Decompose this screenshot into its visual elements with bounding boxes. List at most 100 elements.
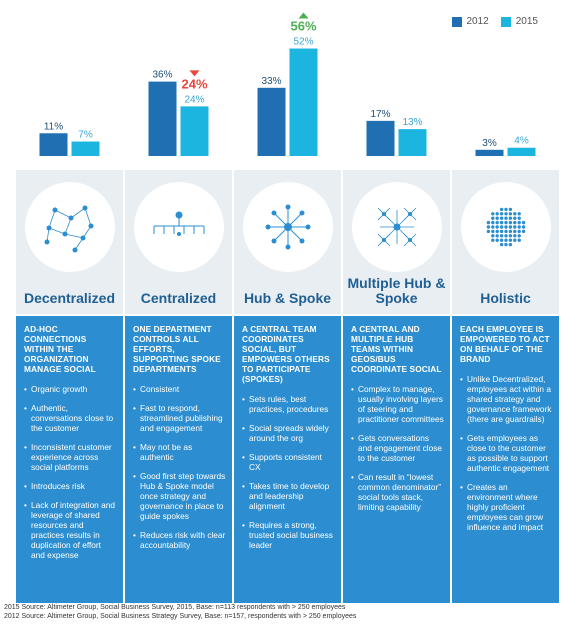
dot: [512, 238, 516, 242]
bullet-item: Good first step towards Hub & Spoke mode…: [133, 471, 226, 521]
dot: [499, 207, 503, 212]
trend-down-icon: [189, 70, 200, 77]
dot: [495, 216, 499, 220]
model-description: EACH EMPLOYEE IS EMPOWERED TO ACT ON BEH…: [452, 316, 559, 603]
bullet-item: Requires a strong, trusted social busine…: [242, 520, 335, 550]
bullet-item: Consistent: [133, 384, 226, 394]
dot: [499, 212, 503, 216]
dot: [490, 229, 494, 234]
model-title: Centralized: [140, 290, 217, 306]
sources-footnote: 2015 Source: Altimeter Group, Social Bus…: [4, 603, 356, 621]
dot: [486, 229, 490, 234]
model-column-decentralized: Decentralized AD-HOC CONNECTIONS WITHIN …: [16, 170, 123, 603]
bar-2012: [39, 133, 68, 156]
model-column-hub-spoke: Hub & Spoke A CENTRAL TEAM COORDINATES S…: [234, 170, 341, 603]
bar-chart: 11% 7% 36% 24% 33% 52% 17% 13% 3% 4% 24% 56%: [39, 12, 536, 156]
model-grid: Decentralized AD-HOC CONNECTIONS WITHIN …: [16, 170, 564, 603]
dot: [512, 212, 516, 216]
dot: [503, 238, 508, 242]
centralized-tree-icon: [133, 182, 224, 272]
legend-label-2015: 2015: [515, 16, 538, 27]
change-callout: 24%: [181, 76, 207, 91]
legend-item-2012: 2012: [451, 16, 489, 27]
bullet-item: May not be as authentic: [133, 442, 226, 462]
dot: [495, 225, 499, 229]
bullet-item: Sets rules, best practices, procedures: [242, 394, 335, 414]
bar-2012: [148, 81, 177, 156]
legend-label-2012: 2012: [466, 16, 489, 27]
model-description: A CENTRAL AND MULTIPLE HUB TEAMS WITHIN …: [343, 316, 450, 603]
bullet-item: Reduces risk with clear accountability: [133, 530, 226, 550]
dot: [503, 207, 508, 212]
bar-2015: [180, 106, 209, 156]
model-title: Multiple Hub & Spoke: [347, 275, 446, 306]
dot: [517, 229, 521, 234]
model-description: A CENTRAL TEAM COORDINATES SOCIAL, BUT E…: [234, 316, 341, 603]
multiple-hub-spoke-icon: [351, 182, 442, 272]
bar-value-label: 17%: [370, 109, 390, 120]
bullet-item: Gets employees as close to the customer …: [460, 433, 553, 473]
bar-2012: [366, 120, 395, 156]
chart-legend: 2012 2015: [451, 16, 538, 27]
dot: [486, 220, 490, 225]
bullet-item: Lack of integration and leverage of shar…: [24, 500, 117, 560]
bullet-item: Introduces risk: [24, 481, 117, 491]
bar-value-label: 24%: [184, 94, 204, 105]
dot: [508, 225, 512, 229]
trend-up-icon: [298, 12, 309, 19]
model-header: Holistic: [452, 170, 559, 314]
model-description: ONE DEPARTMENT CONTROLS ALL EFFORTS, SUP…: [125, 316, 232, 603]
bar-2012: [475, 149, 504, 156]
dot: [508, 238, 512, 242]
dot: [508, 207, 512, 212]
dot: [499, 234, 503, 238]
bar-2015: [507, 147, 536, 156]
bar-value-label: 13%: [402, 117, 422, 128]
dot: [490, 220, 494, 225]
model-bullets: Unlike Decentralized, employees act with…: [460, 374, 553, 532]
change-callout: 56%: [290, 19, 316, 34]
bar-value-label: 4%: [514, 136, 529, 147]
dot: [495, 220, 499, 225]
dot: [508, 229, 512, 234]
dot: [490, 238, 494, 242]
dot: [517, 216, 521, 220]
dot: [499, 220, 503, 225]
dot: [512, 225, 516, 229]
dot: [521, 229, 525, 234]
model-heading: EACH EMPLOYEE IS EMPOWERED TO ACT ON BEH…: [460, 324, 550, 364]
model-column-holistic: Holistic EACH EMPLOYEE IS EMPOWERED TO A…: [452, 170, 559, 603]
dot: [503, 220, 508, 225]
dot: [512, 234, 516, 238]
dot: [495, 212, 499, 216]
dot: [490, 234, 494, 238]
dot: [499, 216, 503, 220]
dot: [495, 229, 499, 234]
bullet-item: Unlike Decentralized, employees act with…: [460, 374, 553, 424]
bullet-item: Can result in “lowest common denominator…: [351, 472, 444, 512]
dot: [490, 212, 494, 216]
model-bullets: Consistent Fast to respond, streamlined …: [133, 384, 226, 550]
dot: [517, 225, 521, 229]
model-header: Multiple Hub & Spoke: [343, 170, 450, 314]
dot: [517, 220, 521, 225]
source-line-2015: 2015 Source: Altimeter Group, Social Bus…: [4, 604, 346, 611]
holistic-dots-icon: [460, 182, 551, 272]
dot: [508, 216, 512, 220]
dot: [512, 216, 516, 220]
dot: [495, 234, 499, 238]
decentralized-network-icon: [24, 182, 115, 272]
dot: [503, 225, 508, 229]
dot: [521, 225, 525, 229]
legend-swatch-2015: [500, 16, 511, 27]
dot: [503, 229, 508, 234]
bullet-item: Social spreads widely around the org: [242, 423, 335, 443]
dot: [508, 220, 512, 225]
bar-value-label: 3%: [482, 138, 497, 149]
bullet-item: Inconsistent customer experience across …: [24, 442, 117, 472]
dot: [495, 238, 499, 242]
model-bullets: Complex to manage, usually involving lay…: [351, 384, 444, 512]
model-heading: ONE DEPARTMENT CONTROLS ALL EFFORTS, SUP…: [133, 324, 221, 374]
dot: [503, 234, 508, 238]
model-header: Centralized: [125, 170, 232, 314]
